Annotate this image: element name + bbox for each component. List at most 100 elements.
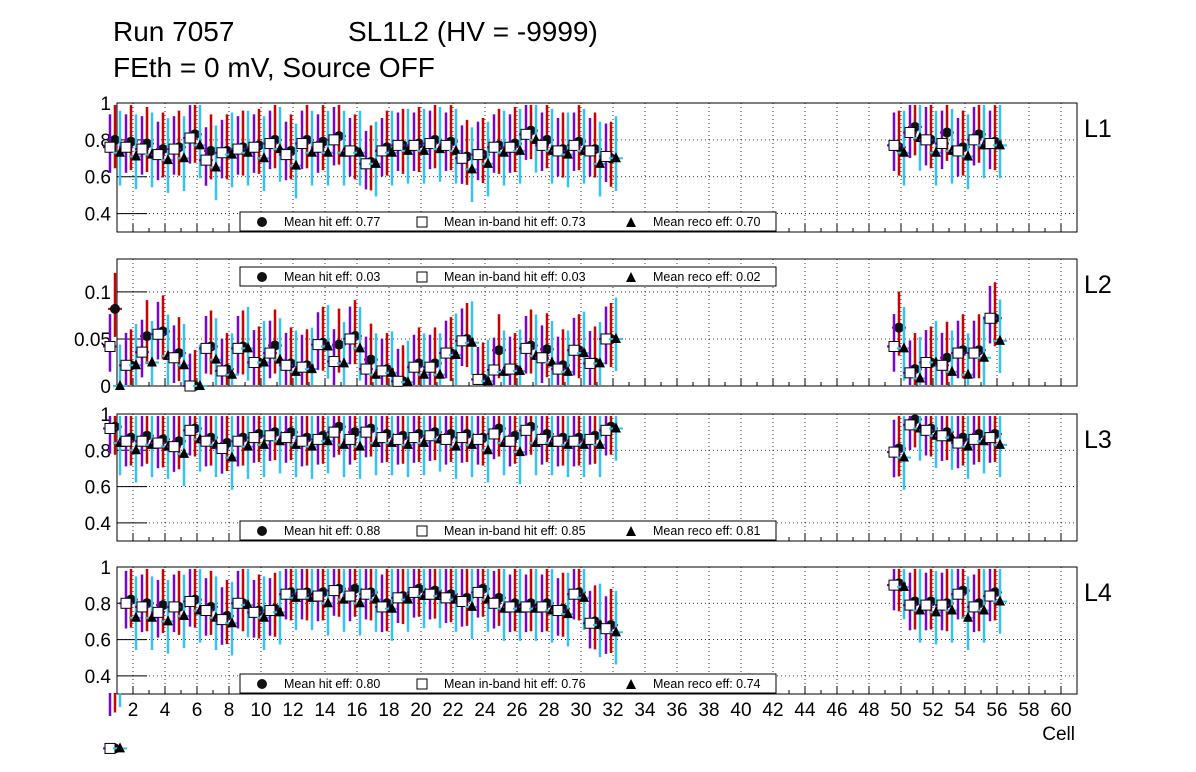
- marker-inband: [360, 426, 372, 438]
- point-inband: [935, 332, 949, 385]
- point-inband: [519, 105, 533, 160]
- point-reco: [241, 569, 255, 638]
- legend-label-inband: Mean in-band hit eff: 0.76: [444, 677, 586, 691]
- marker-inband: [424, 588, 436, 600]
- legend-label-reco: Mean reco eff: 0.81: [653, 524, 761, 538]
- x-tick-label: 32: [602, 700, 623, 721]
- marker-reco: [243, 599, 253, 610]
- point-inband: [327, 416, 341, 458]
- marker-inband: [424, 430, 436, 442]
- point-reco: [993, 569, 1007, 634]
- point-reco: [513, 108, 527, 184]
- point-reco: [193, 105, 207, 179]
- marker-reco: [579, 438, 589, 449]
- point-reco: [241, 306, 255, 381]
- marker-inband: [984, 138, 996, 150]
- y-tick-label: 0: [100, 377, 111, 398]
- point-inband: [135, 574, 149, 633]
- marker-inband: [904, 599, 916, 611]
- marker-reco: [131, 150, 141, 161]
- marker-hit: [206, 145, 216, 156]
- marker-reco: [259, 152, 269, 163]
- marker-inband: [280, 149, 292, 161]
- point-inband: [231, 116, 245, 175]
- marker-hit: [110, 303, 120, 314]
- marker-reco: [515, 446, 525, 457]
- marker-reco: [227, 148, 237, 159]
- marker-reco: [451, 144, 461, 155]
- point-inband: [551, 578, 565, 636]
- x-tick-label: 44: [794, 700, 816, 721]
- run-label: Run 7057: [113, 16, 235, 47]
- marker-inband: [904, 419, 916, 431]
- marker-reco: [979, 351, 989, 362]
- conditions-label: FEth = 0 mV, Source OFF: [113, 52, 435, 83]
- point-reco: [257, 116, 271, 191]
- marker-inband: [296, 138, 308, 150]
- point-inband: [455, 125, 469, 184]
- marker-inband: [416, 216, 428, 228]
- marker-inband: [952, 145, 964, 157]
- marker-reco: [115, 742, 125, 753]
- y-tick-label: 0.6: [85, 631, 111, 652]
- legend-box: [239, 266, 777, 287]
- point-reco: [177, 416, 191, 487]
- y-tick-label: 0.4: [85, 667, 112, 688]
- marker-reco: [899, 580, 909, 591]
- marker-inband: [968, 601, 980, 613]
- marker-inband: [936, 599, 948, 611]
- panel-l2: 0 0.05 0.1 L2 Mean hit eff: 0.03 Mean in-band…: [74, 258, 1112, 398]
- marker-inband: [200, 435, 212, 447]
- legend-label-hit: Mean hit eff: 0.03: [284, 270, 380, 284]
- point-inband: [535, 574, 549, 633]
- marker-inband: [536, 601, 548, 613]
- y-tick-label: 0.6: [85, 168, 111, 189]
- point-reco: [257, 576, 271, 650]
- marker-reco: [131, 444, 141, 455]
- point-reco: [449, 313, 463, 385]
- point-reco: [129, 416, 143, 483]
- point-reco: [321, 110, 335, 186]
- point-inband: [503, 336, 517, 385]
- marker-inband: [184, 424, 196, 436]
- point-inband: [119, 570, 133, 629]
- marker-inband: [424, 361, 436, 373]
- marker-inband: [264, 430, 276, 442]
- y-tick-label: 0.8: [85, 441, 111, 462]
- marker-inband: [104, 423, 116, 435]
- marker-reco: [387, 366, 397, 377]
- point-inband: [151, 579, 165, 638]
- point-reco: [993, 299, 1007, 374]
- point-inband: [311, 114, 325, 173]
- marker-reco: [611, 152, 621, 163]
- point-inband: [487, 416, 501, 460]
- x-tick-label: 2: [128, 700, 139, 721]
- marker-inband: [552, 605, 564, 617]
- marker-inband: [904, 126, 916, 138]
- point-inband: [583, 118, 597, 177]
- legend-box: [239, 211, 777, 232]
- point-inband: [567, 112, 581, 171]
- point-inband: [279, 569, 293, 620]
- point-inband: [967, 416, 981, 465]
- point-reco: [593, 322, 607, 385]
- legend-label-inband: Mean in-band hit eff: 0.03: [444, 270, 586, 284]
- marker-inband: [248, 141, 260, 153]
- marker-inband: [584, 433, 596, 445]
- marker-inband: [312, 590, 324, 602]
- point-inband: [231, 416, 245, 467]
- marker-inband: [416, 525, 428, 537]
- x-tick-label: 46: [826, 700, 847, 721]
- point-inband: [935, 110, 949, 170]
- marker-reco: [259, 356, 269, 367]
- point-inband: [247, 579, 261, 638]
- point-inband: [119, 114, 133, 173]
- point-inband: [263, 416, 277, 461]
- point-reco: [353, 110, 367, 186]
- marker-inband: [408, 361, 420, 373]
- marker-inband: [888, 139, 900, 151]
- marker-reco: [243, 342, 253, 353]
- point-reco: [129, 576, 143, 650]
- marker-inband: [392, 592, 404, 604]
